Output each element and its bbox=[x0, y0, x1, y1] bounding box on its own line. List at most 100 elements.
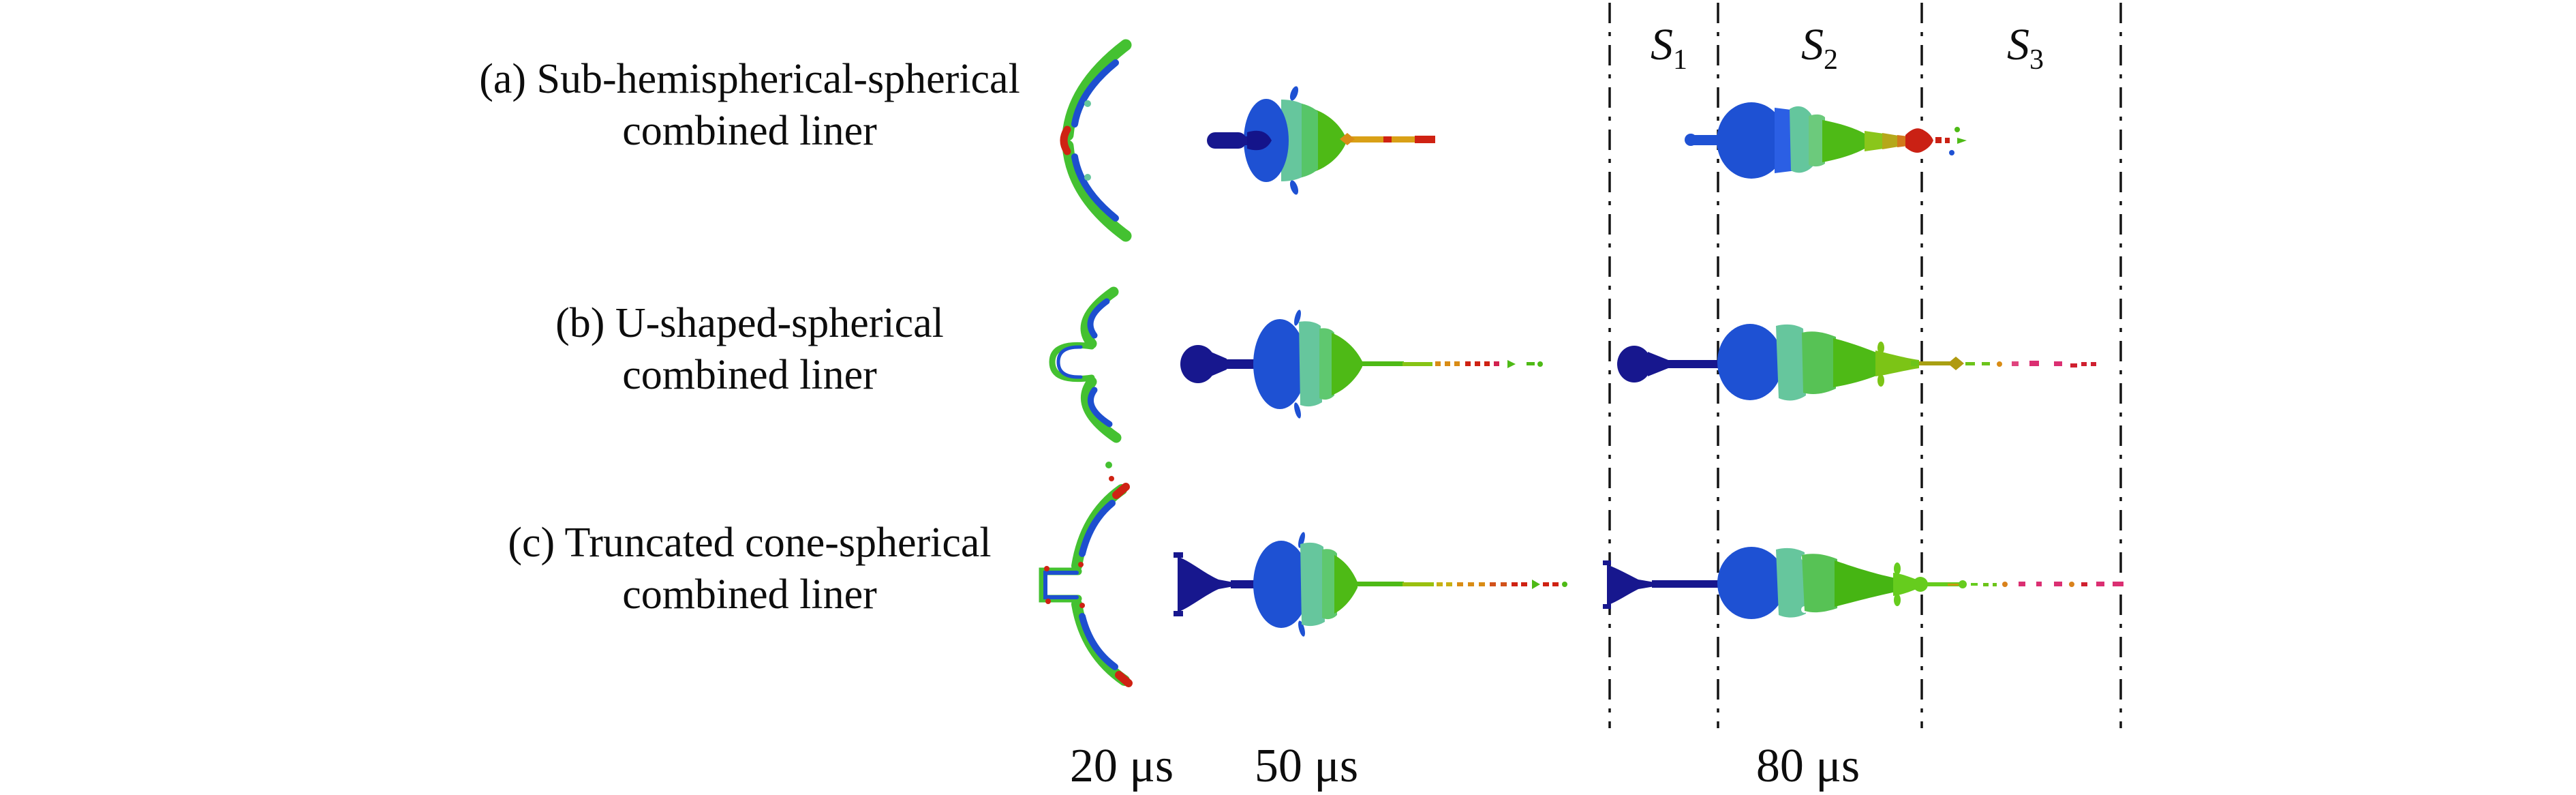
teal-speck bbox=[1084, 100, 1091, 107]
jet-navy-core bbox=[1247, 130, 1272, 151]
red-speck bbox=[1109, 476, 1114, 481]
sim-b-80us bbox=[1617, 324, 2096, 401]
crescent-wing-upper-blue bbox=[1087, 298, 1110, 339]
jet-band-yellow-green bbox=[1875, 350, 1919, 376]
jet-band-yellow-green bbox=[1865, 131, 1884, 151]
green-flank bbox=[1911, 361, 1919, 366]
region-label-s1: S1 bbox=[1651, 19, 1687, 74]
sim-b-50us bbox=[1180, 310, 1543, 419]
jet-band-green-cone bbox=[1314, 109, 1346, 172]
jet-tail-knob bbox=[1685, 134, 1697, 146]
jet-filament-yellow-green bbox=[1402, 582, 1434, 586]
slug-club-head bbox=[1180, 345, 1216, 383]
slug-stem bbox=[1652, 580, 1720, 588]
jet-band-teal bbox=[1776, 324, 1806, 401]
jet-rod-orange bbox=[1345, 136, 1415, 142]
jet-filament-yellow-green bbox=[1402, 362, 1432, 366]
jet-filament-green bbox=[1356, 582, 1404, 586]
jet-bump-top bbox=[1877, 342, 1884, 354]
jet-debris-dots bbox=[1437, 580, 1567, 589]
jet-filament-green bbox=[1362, 361, 1404, 366]
jet-band-teal bbox=[1790, 106, 1813, 173]
row-label-a-line2: combined liner bbox=[622, 108, 877, 154]
sim-c-20us bbox=[1039, 483, 1133, 687]
region-label-s1-sub: 1 bbox=[1673, 44, 1687, 76]
region-label-s2: S2 bbox=[1801, 19, 1838, 74]
red-speck bbox=[1079, 603, 1085, 608]
jet-red-bulge bbox=[1905, 128, 1933, 153]
region-label-s1-base: S bbox=[1651, 20, 1673, 70]
sim-a-20us bbox=[1060, 39, 1132, 242]
jet-fin-bottom bbox=[1289, 180, 1299, 195]
jet-bump-top bbox=[1894, 562, 1901, 575]
time-label-80us: 80 μs bbox=[1755, 740, 1860, 792]
crescent-apex-red bbox=[1060, 125, 1071, 155]
jet-debris-dots bbox=[1435, 360, 1543, 368]
green-speck bbox=[1971, 583, 1978, 586]
region-label-s3-base: S bbox=[2007, 20, 2029, 70]
crescent-wing-lower bbox=[1062, 140, 1132, 242]
slug-stem bbox=[1666, 360, 1720, 368]
slug-stem bbox=[1231, 580, 1259, 588]
jet-band-green bbox=[1835, 560, 1896, 607]
crescent-wing-lower-blue bbox=[1087, 387, 1113, 427]
jet-spike-top bbox=[1298, 532, 1305, 548]
sim-c-80us bbox=[1603, 547, 2123, 619]
slug-trumpet-cap-top bbox=[1174, 552, 1183, 558]
slug-trumpet bbox=[1178, 556, 1233, 612]
region-label-s2-base: S bbox=[1801, 20, 1824, 70]
jet-ball bbox=[1253, 319, 1306, 409]
jet-ball bbox=[1717, 102, 1786, 179]
teal-speck bbox=[1084, 174, 1091, 181]
crescent-tip-red-upper bbox=[1112, 483, 1130, 499]
crescent-wing-upper-blue bbox=[1079, 500, 1116, 557]
crescent-wing-lower bbox=[1081, 376, 1122, 443]
jet-band-teal bbox=[1281, 100, 1302, 181]
red-speck bbox=[1044, 566, 1049, 571]
green-speck bbox=[1105, 462, 1112, 468]
slug-trumpet bbox=[1607, 565, 1655, 605]
jet-rod-red-mid bbox=[1383, 136, 1392, 142]
slug-trumpet-cap-bottom bbox=[1174, 611, 1183, 616]
jet-band-yellow-green bbox=[1893, 573, 1924, 596]
red-speck bbox=[1078, 562, 1084, 567]
jet-rod-red-tip bbox=[1415, 136, 1435, 143]
jet-band-pale-green bbox=[1809, 114, 1825, 167]
row-label-c: (c) Truncated cone-spherical combined li… bbox=[409, 517, 1090, 620]
region-label-s3: S3 bbox=[2007, 19, 2044, 74]
jet-spike-bottom bbox=[1294, 402, 1301, 419]
jet-debris-dots bbox=[1982, 361, 2096, 368]
slug-trumpet-cap-top bbox=[1603, 560, 1611, 565]
row-label-b: (b) U-shaped-spherical combined liner bbox=[409, 297, 1090, 401]
row-label-a-line1: (a) Sub-hemispherical-spherical bbox=[479, 56, 1020, 102]
jet-bulge bbox=[1913, 577, 1928, 592]
jet-bump-bottom bbox=[1877, 374, 1884, 387]
sim-a-80us bbox=[1685, 102, 1967, 179]
row-label-c-line1: (c) Truncated cone-spherical bbox=[508, 520, 992, 566]
bracket-blue bbox=[1043, 571, 1079, 599]
jet-band-green-cone bbox=[1822, 120, 1867, 162]
jet-spike-top bbox=[1294, 310, 1301, 326]
jet-ball bbox=[1253, 541, 1309, 628]
slug-trumpet-cap-bottom bbox=[1603, 604, 1611, 609]
region-label-s3-sub: 3 bbox=[2029, 44, 2044, 76]
slug-taper bbox=[1648, 352, 1668, 376]
green-flank bbox=[1965, 362, 1975, 365]
slug-club-head bbox=[1617, 346, 1651, 382]
sim-b-20us bbox=[1049, 286, 1122, 481]
jet-band-teal bbox=[1300, 542, 1325, 627]
jet-debris-dots bbox=[1935, 127, 1967, 155]
row-label-a: (a) Sub-hemispherical-spherical combined… bbox=[409, 53, 1090, 157]
crescent-wing-upper bbox=[1080, 286, 1119, 349]
jet-band-green bbox=[1833, 338, 1878, 387]
jet-orange-tinge bbox=[1948, 584, 1959, 586]
jet-band-green-cone bbox=[1332, 333, 1362, 395]
jet-olive-diamond bbox=[1948, 357, 1964, 370]
jet-band-olive bbox=[1882, 133, 1899, 149]
time-label-20us: 20 μs bbox=[1069, 740, 1174, 792]
sim-a-50us bbox=[1207, 86, 1435, 195]
crescent-wing-upper bbox=[1062, 39, 1132, 141]
crescent-wing-lower-blue bbox=[1079, 613, 1118, 670]
